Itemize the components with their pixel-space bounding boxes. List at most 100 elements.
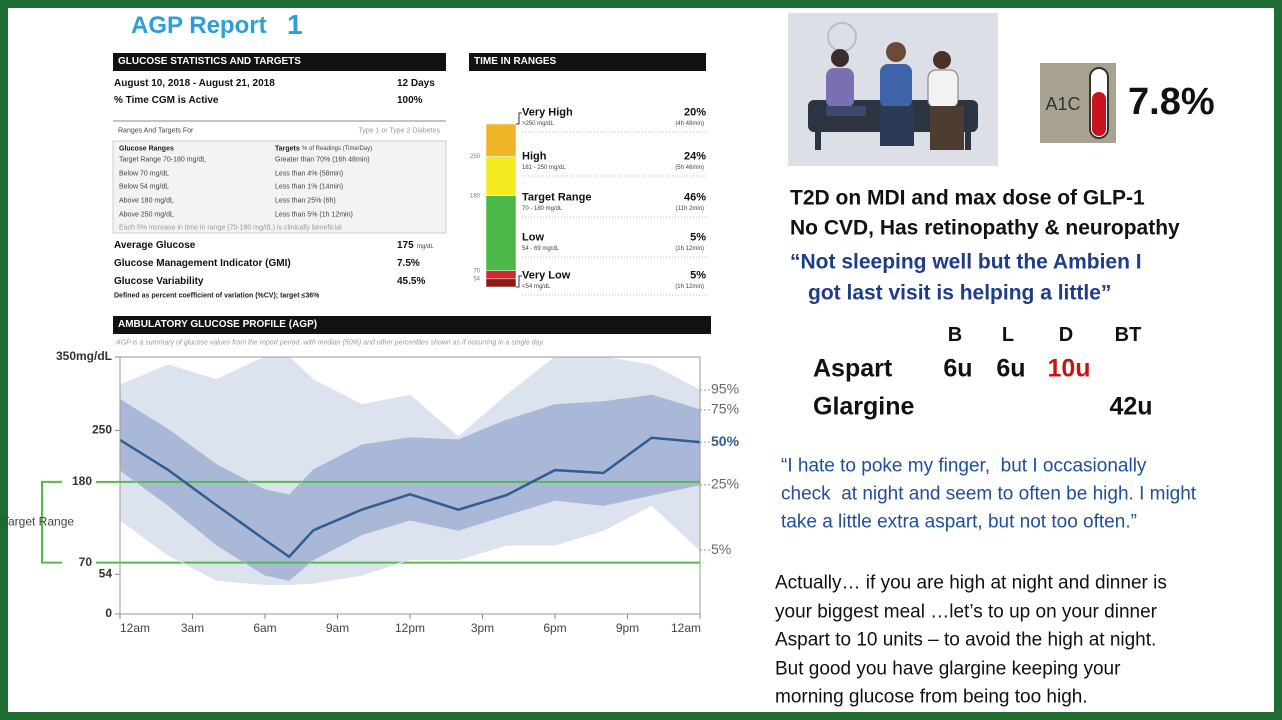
y-tick-label: 350mg/dL — [56, 349, 112, 363]
range-duration: (1h 12min) — [675, 246, 704, 252]
section-heading: AMBULATORY GLUCOSE PROFILE (AGP) — [118, 319, 318, 330]
target-goal: Greater than 70% (16h 48min) — [275, 156, 370, 164]
percentile-line — [119, 394, 701, 496]
section-heading: TIME IN RANGES — [474, 56, 557, 67]
range-limits: 181 - 250 mg/dL — [522, 165, 566, 171]
metric-value: 45.5% — [397, 276, 426, 287]
section-header-bar — [469, 53, 706, 71]
x-tick-label: 3am — [181, 621, 204, 635]
person-head — [933, 51, 951, 69]
target-range: Above 250 mg/dL — [119, 211, 174, 219]
range-percent: 20% — [683, 106, 706, 119]
stat-label: August 10, 2018 - August 21, 2018 — [114, 78, 275, 89]
range-percent: 5% — [690, 231, 706, 244]
boundary-label: 180 — [470, 193, 481, 199]
percentile-label: 25% — [711, 475, 739, 491]
range-segment — [485, 156, 517, 196]
insulin-dose: 10u — [1047, 354, 1091, 383]
metric-value: 175 — [397, 240, 414, 251]
range-limits: 70 - 180 mg/dL — [522, 206, 563, 212]
case-detail: T2D on MDI and max dose of GLP-1 — [790, 186, 1145, 210]
targets-note: Each 5% increase in time in range (70-18… — [119, 224, 344, 232]
y-tick-label: 250 — [92, 423, 112, 437]
y-tick-label: 180 — [72, 474, 92, 488]
percentile-line — [119, 504, 701, 586]
couch-leg — [815, 130, 821, 150]
report-title: AGP Report — [131, 12, 267, 39]
metric-value: 7.5% — [397, 258, 420, 269]
range-name: Low — [522, 231, 544, 244]
x-tick-label: 6pm — [543, 621, 566, 635]
person-body — [927, 69, 959, 109]
target-range: Below 70 mg/dL — [119, 170, 170, 178]
person-legs — [880, 106, 914, 146]
patient-quote: take a little extra aspart, but not too … — [781, 511, 1137, 533]
range-limits: >250 mg/dL — [522, 121, 554, 127]
boundary-label: 250 — [470, 154, 481, 160]
x-tick-label: 12am — [671, 621, 701, 635]
range-name: Very High — [522, 106, 573, 119]
case-quote: got last visit is helping a little” — [808, 281, 1112, 305]
a1c-icon — [1040, 63, 1116, 143]
clinician-response: Actually… if you are high at night and d… — [775, 572, 1167, 594]
a1c-value: 7.8% — [1128, 81, 1215, 123]
range-percent: 24% — [683, 150, 706, 163]
connector — [516, 112, 522, 125]
range-segment — [485, 270, 517, 280]
person-head — [886, 42, 906, 62]
x-tick-label: 9pm — [616, 621, 639, 635]
metric-label: Glucose Variability — [114, 276, 204, 287]
target-bracket — [41, 480, 62, 564]
section-heading: GLUCOSE STATISTICS AND TARGETS — [118, 56, 301, 67]
dose-column: D — [1058, 324, 1074, 346]
range-segment — [485, 123, 517, 157]
clinician-response: Aspart to 10 units – to avoid the high a… — [775, 629, 1157, 651]
range-limits: <54 mg/dL — [522, 284, 551, 290]
insulin-name: Aspart — [813, 354, 893, 383]
y-tick-label: 70 — [79, 555, 93, 569]
targets-box — [112, 140, 447, 234]
metric-unit: mg/dL — [417, 244, 434, 250]
x-tick-label: 6am — [253, 621, 276, 635]
y-tick-label: 54 — [99, 567, 113, 581]
stat-value: 12 Days — [397, 78, 435, 89]
target-range: Below 54 mg/dL — [119, 183, 170, 191]
target-goal: Less than 1% (14min) — [275, 183, 344, 191]
clinician-response: morning glucose from being too high. — [775, 686, 1088, 708]
boundary-label: 54 — [473, 276, 480, 282]
person-legs — [930, 106, 964, 150]
report-number: 1 — [287, 9, 303, 40]
couch-leg — [965, 130, 971, 150]
target-goal: Less than 25% (6h) — [275, 197, 336, 205]
connector — [516, 275, 522, 288]
targets-col-head: Targets — [275, 145, 300, 153]
metric-label: Average Glucose — [114, 240, 196, 251]
ranges-heading-type: Type 1 or Type 2 Diabetes — [358, 127, 440, 135]
case-detail: No CVD, Has retinopathy & neuropathy — [790, 216, 1180, 240]
clinician-response: your biggest meal …let’s to up on your d… — [775, 601, 1157, 622]
case-quote: “Not sleeping well but the Ambien I — [790, 250, 1142, 274]
targets-col-head: Glucose Ranges — [119, 145, 174, 153]
dose-column: B — [947, 324, 963, 346]
insulin-dose: 6u — [996, 354, 1026, 383]
range-duration: (11h 2min) — [675, 206, 704, 212]
metric-footnote: Defined as percent coefficient of variat… — [114, 292, 320, 300]
target-goal: Less than 5% (1h 12min) — [275, 211, 353, 219]
range-percent: 46% — [683, 191, 706, 204]
x-tick-label: 3pm — [471, 621, 494, 635]
range-segment — [485, 195, 517, 271]
range-duration: (4h 48min) — [675, 121, 704, 127]
stat-value: 100% — [397, 95, 423, 106]
target-goal: Less than 4% (58min) — [275, 170, 344, 178]
stat-label: % Time CGM is Active — [114, 95, 219, 106]
insulin-dose: 6u — [943, 354, 973, 383]
targets-col-sub: % of Readings (Time/Day) — [302, 146, 373, 152]
patient-quote: “I hate to poke my finger, but I occasio… — [781, 455, 1147, 477]
percentile-band — [120, 395, 700, 581]
range-percent: 5% — [690, 269, 706, 282]
range-segment — [485, 278, 517, 288]
x-tick-label: 9am — [326, 621, 349, 635]
